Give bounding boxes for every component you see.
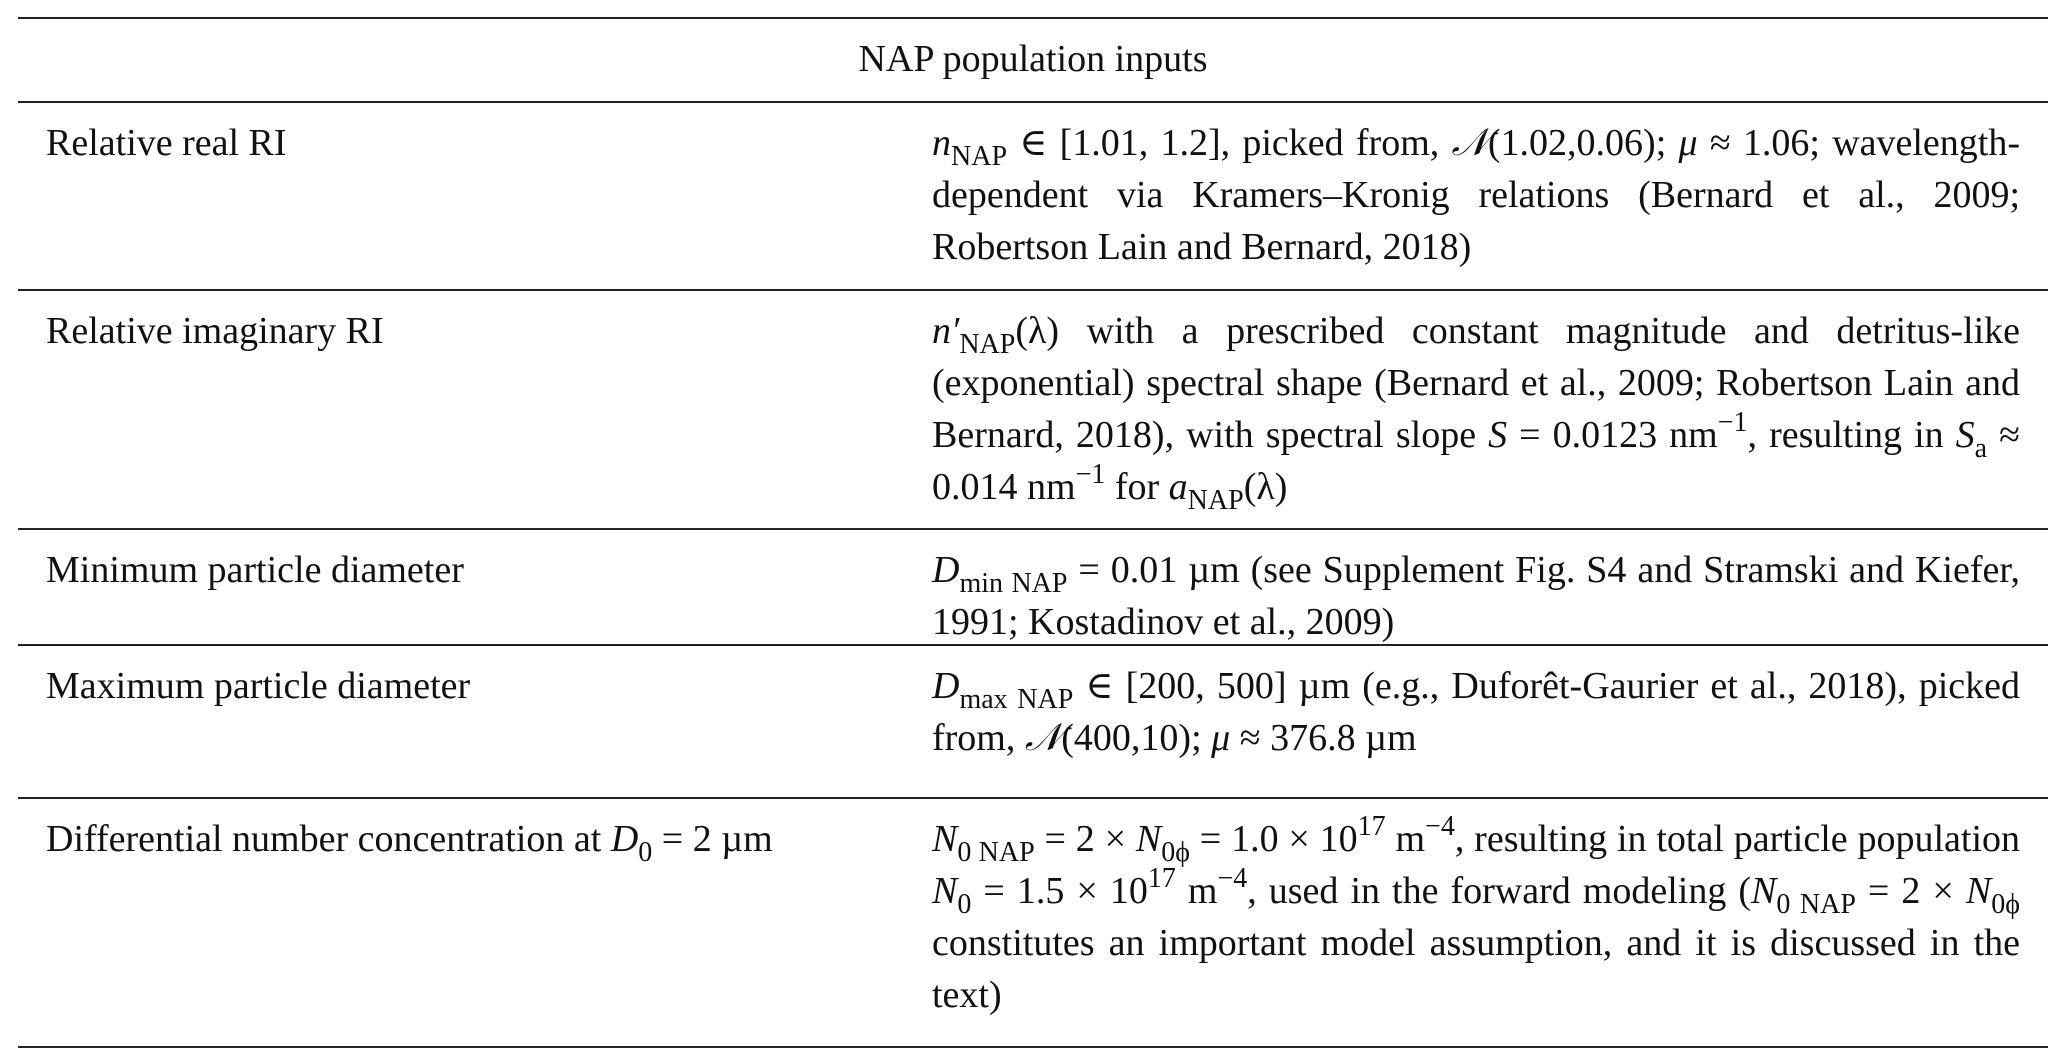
math-segment: n	[932, 122, 951, 164]
text-segment: = 2 µm	[652, 818, 773, 860]
math-segment: −1	[1717, 407, 1748, 438]
parameter-value: N0 NAP = 2 × N0ϕ = 1.0 × 1017 m−4, resul…	[932, 813, 2020, 1021]
text-segment: = 2 ×	[1034, 818, 1136, 860]
parameter-label: Differential number concentration at D0 …	[46, 813, 926, 868]
math-segment: 17	[1357, 811, 1386, 842]
text-segment: Maximum particle diameter	[46, 665, 471, 707]
math-segment: 0 NAP	[957, 837, 1035, 868]
math-segment: 𝒩	[1024, 717, 1062, 759]
text-segment: (λ)	[1243, 466, 1288, 508]
table-row: Relative imaginary RI n′NAP(λ) with a pr…	[18, 289, 2048, 528]
math-segment: μ	[1678, 122, 1698, 164]
parameter-label: Minimum particle diameter	[46, 544, 926, 596]
text-segment: = 0.01 µm (see Supplement Fig. S4 and St…	[932, 549, 2020, 643]
text-segment: (400,10);	[1061, 717, 1212, 759]
math-segment: NAP	[1187, 485, 1244, 516]
text-segment: ≈ 0.014 nm	[932, 414, 2020, 508]
math-segment: N	[1751, 870, 1777, 912]
parameter-value: Dmin NAP = 0.01 µm (see Supplement Fig. …	[932, 544, 2020, 648]
text-segment: for	[1105, 466, 1169, 508]
math-segment: NAP	[951, 141, 1008, 172]
nap-inputs-table: NAP population inputs Relative real RI n…	[18, 17, 2048, 1048]
text-segment: Relative imaginary RI	[46, 310, 384, 352]
parameter-label: Maximum particle diameter	[46, 660, 926, 712]
text-segment: = 0.0123 nm	[1507, 414, 1718, 456]
math-segment: μ	[1211, 717, 1231, 759]
math-segment: 𝒩	[1451, 122, 1488, 164]
text-segment: = 1.0 × 10	[1189, 818, 1358, 860]
math-segment: D	[610, 818, 639, 860]
parameter-label: Relative imaginary RI	[46, 305, 926, 357]
math-segment: D	[932, 665, 960, 707]
math-segment: D	[932, 549, 960, 591]
parameter-value: n′NAP(λ) with a prescribed constant magn…	[932, 305, 2020, 516]
math-segment: −1	[1075, 459, 1106, 490]
math-segment: n′	[932, 310, 960, 352]
math-segment: a	[1974, 433, 1988, 464]
text-segment: (1.02,0.06);	[1487, 122, 1679, 164]
text-segment: constitutes an important model assumptio…	[932, 922, 2020, 1016]
math-segment: min NAP	[959, 568, 1068, 599]
text-segment: , used in the forward modeling (	[1247, 870, 1751, 912]
text-segment: Differential number concentration at	[46, 818, 611, 860]
text-segment: ≈ 1.06; wavelength-dependent via Kramers…	[932, 122, 2021, 268]
text-segment: Relative real RI	[46, 122, 287, 164]
math-segment: 0ϕ	[1161, 837, 1190, 868]
table-header: NAP population inputs	[18, 19, 2048, 101]
text-segment: , resulting in	[1747, 414, 1956, 456]
text-segment: Minimum particle diameter	[46, 549, 464, 591]
math-segment: 0	[957, 889, 972, 920]
math-segment: N	[932, 870, 958, 912]
math-segment: 0ϕ	[1991, 889, 2020, 920]
table-row: Differential number concentration at D 0 …	[18, 797, 2048, 1046]
text-segment: = 2 ×	[1855, 870, 1966, 912]
parameter-value: Dmax NAP ∈ [200, 500] µm (e.g., Duforêt-…	[932, 660, 2020, 764]
math-segment: N	[932, 818, 958, 860]
text-segment: = 1.5 × 10	[971, 870, 1148, 912]
text-segment: ≈ 376.8 µm	[1230, 717, 1417, 759]
text-segment: ∈ [200, 500] µm (e.g., Duforêt-Gaurier e…	[932, 665, 2020, 759]
table-row: Maximum particle diameter Dmax NAP ∈ [20…	[18, 644, 2048, 797]
math-segment: −4	[1217, 863, 1248, 894]
text-segment: , resulting in total particle population	[1454, 818, 2021, 860]
math-segment: 0 NAP	[1776, 889, 1856, 920]
math-segment: N	[1135, 818, 1162, 860]
table-row: Minimum particle diameter Dmin NAP = 0.0…	[18, 528, 2048, 644]
math-segment: a	[1168, 466, 1188, 508]
text-segment: ∈ [1.01, 1.2], picked from,	[1007, 122, 1452, 164]
math-segment: S	[1955, 414, 1975, 456]
parameter-value: nNAP ∈ [1.01, 1.2], picked from, 𝒩(1.02,…	[932, 117, 2020, 273]
text-segment: m	[1175, 870, 1218, 912]
text-segment: m	[1385, 818, 1426, 860]
text-segment: (λ) with a prescribed constant magnitude…	[932, 310, 2020, 456]
math-segment: −4	[1425, 811, 1455, 842]
math-segment: max NAP	[959, 684, 1074, 715]
table-row: Relative real RI nNAP ∈ [1.01, 1.2], pic…	[18, 101, 2048, 289]
math-segment: 17	[1147, 863, 1176, 894]
math-segment: 0	[638, 837, 653, 868]
parameter-label: Relative real RI	[46, 117, 926, 169]
math-segment: N	[1965, 870, 1992, 912]
math-segment: S	[1488, 414, 1508, 456]
table-title: NAP population inputs	[858, 38, 1208, 80]
math-segment: NAP	[959, 329, 1016, 360]
